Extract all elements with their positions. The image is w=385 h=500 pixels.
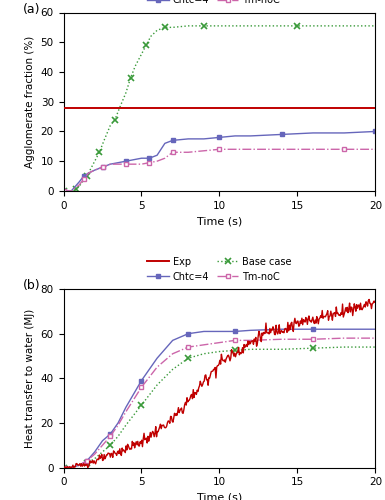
Y-axis label: Heat transfer to water (MJ): Heat transfer to water (MJ): [25, 308, 35, 448]
Legend: Exp, Chtc=4, Base case, Tm-noC: Exp, Chtc=4, Base case, Tm-noC: [143, 0, 296, 9]
Y-axis label: Agglomerate fraction (%): Agglomerate fraction (%): [25, 36, 35, 168]
Legend: Exp, Chtc=4, Base case, Tm-noC: Exp, Chtc=4, Base case, Tm-noC: [143, 253, 296, 286]
Text: (b): (b): [23, 279, 40, 292]
X-axis label: Time (s): Time (s): [197, 216, 242, 226]
Text: (a): (a): [23, 2, 40, 16]
X-axis label: Time (s): Time (s): [197, 493, 242, 500]
